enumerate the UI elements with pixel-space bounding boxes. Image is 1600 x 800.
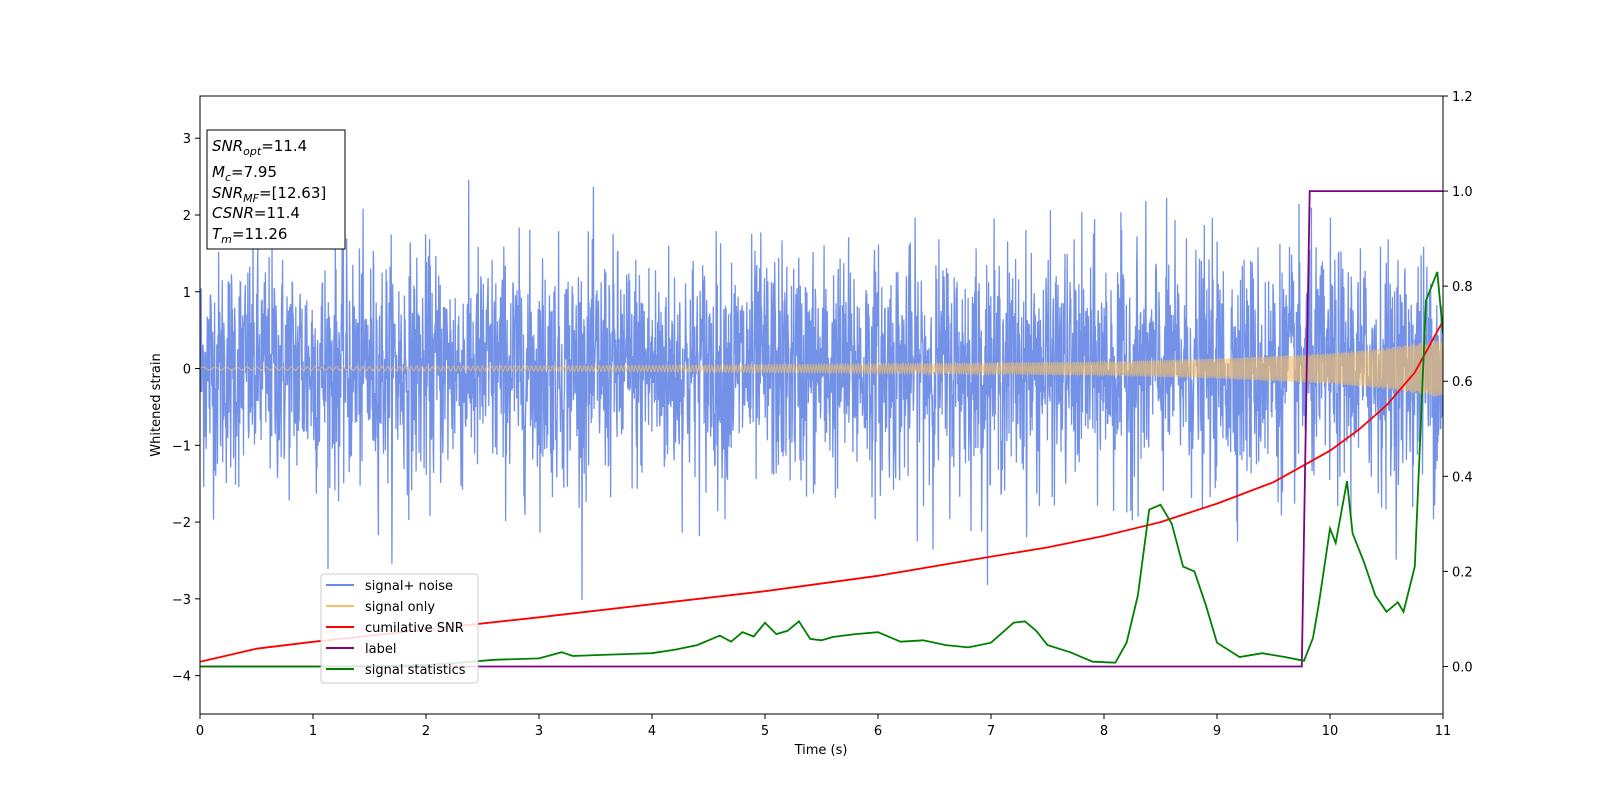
x-tick-label: 7 [987, 724, 995, 739]
legend-entry-label: cumilative SNR [365, 621, 464, 636]
legend: signal+ noise signal only cumilative SNR la… [320, 573, 479, 684]
legend-frame [320, 573, 479, 684]
x-tick-label: 8 [1100, 724, 1108, 739]
y2-tick-label: 0.6 [1452, 375, 1473, 390]
y2-tick-label: 0.2 [1452, 565, 1473, 580]
legend-entry-label: label [365, 642, 396, 657]
y-tick-label: 2 [183, 209, 191, 224]
y-axis-label: Whitened strain [149, 353, 164, 456]
series-signal-noise-line [200, 179, 1443, 601]
y-tick-label: −4 [172, 670, 191, 685]
x-tick-label: 9 [1213, 724, 1221, 739]
y2-tick-label: 1.2 [1452, 90, 1473, 105]
annotation-line: Tm=11.26 [212, 225, 287, 246]
x-axis-ticks: 0 1 2 3 4 5 6 7 8 9 10 11 [196, 714, 1451, 739]
annotation-line: CSNR=11.4 [212, 204, 300, 222]
y2-tick-label: 0.0 [1452, 660, 1473, 675]
y-tick-label: 1 [183, 286, 191, 301]
annotation-line: Mc=7.95 [212, 163, 277, 184]
x-tick-label: 2 [422, 724, 430, 739]
annotation-line: SNRMF=[12.63] [212, 184, 326, 205]
y-tick-label: −1 [172, 439, 191, 454]
y2-tick-label: 1.0 [1452, 185, 1473, 200]
y-tick-label: 0 [183, 363, 191, 378]
y-tick-label: −3 [172, 593, 191, 608]
x-tick-label: 0 [196, 724, 204, 739]
annotation-line: SNRopt=11.4 [212, 137, 307, 158]
y2-tick-label: 0.8 [1452, 280, 1473, 295]
series-signal-only-line [200, 340, 1443, 397]
x-tick-label: 10 [1322, 724, 1339, 739]
x-tick-label: 11 [1435, 724, 1452, 739]
x-tick-label: 1 [309, 724, 317, 739]
x-axis-label: Time (s) [794, 743, 848, 758]
annotation-frame [206, 129, 346, 250]
y-axis-ticks: −4 −3 −2 −1 0 1 2 3 [172, 132, 200, 685]
y-tick-label: −2 [172, 516, 191, 531]
plot-frame [199, 95, 1444, 715]
legend-entry-label: signal only [365, 600, 435, 615]
x-tick-label: 6 [874, 724, 882, 739]
y2-tick-label: 0.4 [1452, 470, 1473, 485]
series-label-line [200, 190, 1443, 668]
annotation-box: SNRopt=11.4 Mc=7.95SNRMF=[12.63]CSNR=11.4… [206, 129, 346, 250]
x-tick-label: 4 [648, 724, 656, 739]
x-tick-label: 5 [761, 724, 769, 739]
y-tick-label: 3 [183, 132, 191, 147]
legend-entry-label: signal statistics [365, 663, 466, 678]
series-signal-statistics-line [200, 271, 1443, 668]
x-tick-label: 3 [535, 724, 543, 739]
legend-entry-label: signal+ noise [365, 579, 453, 594]
y2-axis-ticks: 0.0 0.2 0.4 0.6 0.8 1.0 1.2 [1443, 90, 1473, 675]
